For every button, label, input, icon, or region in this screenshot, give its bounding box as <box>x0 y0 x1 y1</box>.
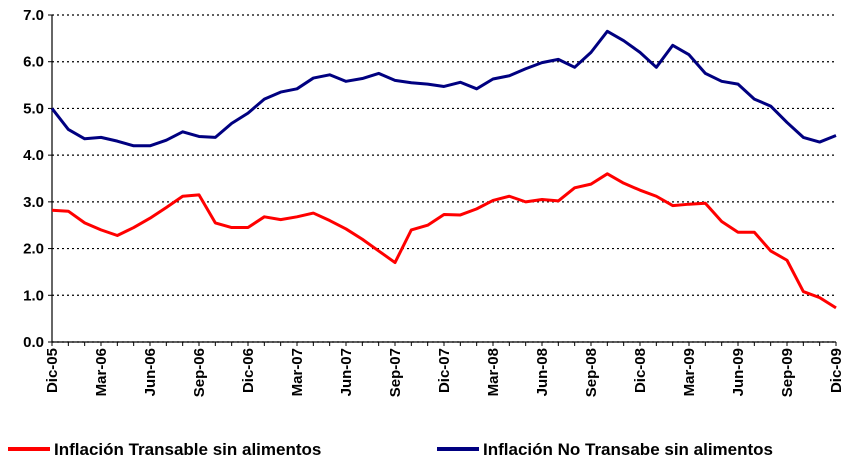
x-tick-label: Jun-09 <box>730 348 747 396</box>
y-tick-label: 0.0 <box>23 334 44 351</box>
x-tick-label: Mar-09 <box>681 348 698 396</box>
y-tick-label: 3.0 <box>23 194 44 211</box>
x-tick-label: Sep-08 <box>583 348 600 397</box>
x-tick-label: Sep-09 <box>779 348 796 397</box>
x-tick-label: Dic-07 <box>436 348 453 393</box>
x-tick-label: Dic-08 <box>632 348 649 393</box>
line-series <box>51 172 837 310</box>
y-tick-label: 1.0 <box>23 287 44 304</box>
y-tick-label: 6.0 <box>23 54 44 71</box>
x-tick-label: Jun-08 <box>534 348 551 396</box>
x-tick-label: Jun-06 <box>142 348 159 396</box>
x-tick-label: Dic-09 <box>828 348 845 393</box>
y-tick-label: 4.0 <box>23 147 44 164</box>
x-tick-label: Mar-06 <box>93 348 110 396</box>
x-tick-label: Dic-05 <box>44 348 61 393</box>
y-tick-label: 5.0 <box>23 100 44 117</box>
x-tick-label: Jun-07 <box>338 348 355 396</box>
y-tick-label: 2.0 <box>23 241 44 258</box>
x-tick-label: Dic-06 <box>240 348 257 393</box>
x-tick-label: Sep-06 <box>191 348 208 397</box>
y-tick-label: 7.0 <box>23 7 44 24</box>
x-tick-label: Sep-07 <box>387 348 404 397</box>
line-series <box>50 29 837 148</box>
legend-label: Inflación No Transabe sin alimentos <box>483 440 773 459</box>
x-tick-label: Mar-08 <box>485 348 502 396</box>
x-tick-label: Mar-07 <box>289 348 306 396</box>
legend-label: Inflación Transable sin alimentos <box>54 440 321 459</box>
